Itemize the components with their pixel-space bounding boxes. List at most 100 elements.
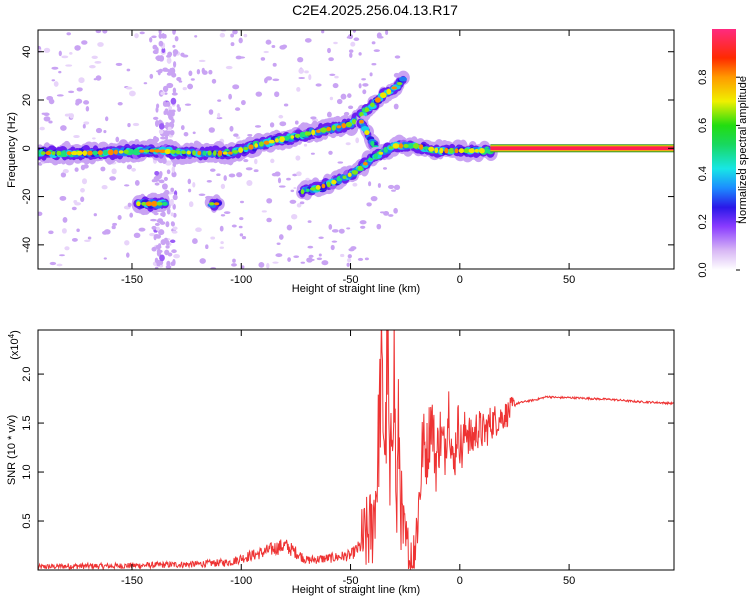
noise-speckle	[59, 195, 67, 201]
noise-speckle	[46, 96, 54, 101]
lower-branch	[484, 148, 490, 154]
snr-x-label: Height of straight line (km)	[292, 584, 420, 596]
noise-speckle	[168, 105, 173, 111]
noise-speckle	[115, 62, 123, 66]
main-band	[345, 121, 353, 128]
lower-branch	[478, 148, 485, 154]
main-band	[87, 150, 93, 156]
noise-speckle	[229, 125, 234, 132]
lower-branch	[362, 161, 368, 166]
noise-speckle	[235, 55, 242, 60]
noise-speckle	[134, 179, 140, 186]
noise-speckle	[129, 212, 134, 218]
lower-branch	[403, 143, 409, 148]
noise-speckle	[143, 82, 148, 85]
noise-speckle	[97, 42, 104, 47]
noise-speckle	[85, 106, 90, 112]
noise-speckle	[272, 78, 280, 82]
noise-speckle	[232, 84, 240, 90]
noise-speckle	[151, 210, 157, 214]
spectrogram-heatmap	[38, 30, 674, 269]
lower-branch	[342, 175, 347, 180]
noise-speckle	[350, 41, 356, 47]
noise-speckle	[358, 52, 362, 56]
noise-speckle	[80, 164, 86, 171]
noise-speckle	[124, 240, 130, 246]
main-band	[97, 150, 103, 156]
noise-speckle	[331, 229, 339, 233]
upper-branch	[386, 88, 392, 95]
noise-speckle	[159, 254, 165, 262]
noise-speckle	[349, 52, 353, 58]
colorbar-tick-label: 0.0	[697, 262, 709, 277]
noise-speckle	[270, 158, 275, 164]
noise-speckle	[346, 262, 350, 267]
noise-speckle	[327, 47, 331, 54]
snr-x-ticks: -150 -100 -50 0 50	[121, 330, 575, 587]
noise-speckle	[183, 131, 189, 137]
main-band	[304, 131, 312, 136]
main-band	[202, 150, 207, 156]
noise-speckle	[92, 137, 96, 140]
noise-speckle	[236, 172, 243, 178]
upper-branch	[396, 81, 403, 86]
noise-speckle	[243, 33, 248, 38]
flat-line-core	[490, 146, 674, 151]
noise-speckle	[357, 257, 364, 261]
noise-speckle	[80, 196, 85, 203]
noise-speckle	[94, 61, 102, 64]
main-band	[128, 148, 134, 155]
noise-speckle	[127, 123, 131, 128]
main-band	[71, 150, 78, 156]
noise-speckle	[81, 40, 88, 45]
main-band	[197, 150, 202, 156]
main-band	[238, 147, 244, 153]
noise-speckle	[346, 227, 351, 230]
noise-speckle	[364, 257, 369, 261]
noise-speckle	[294, 120, 299, 125]
noise-speckle	[39, 126, 45, 131]
noise-speckle	[158, 243, 162, 247]
lower-branch	[305, 188, 310, 193]
noise-speckle	[83, 121, 90, 125]
noise-speckle	[377, 36, 384, 39]
noise-speckle	[176, 77, 182, 82]
noise-speckle	[278, 185, 286, 188]
main-band	[274, 138, 279, 143]
noise-speckle	[109, 176, 116, 181]
main-band	[76, 150, 83, 156]
noise-speckle	[74, 45, 81, 51]
noise-speckle	[303, 143, 308, 147]
noise-speckle	[170, 187, 175, 193]
spectrogram-panel: -150 -100 -50 0 50 -40 -20 0 20 40 Height of str…	[6, 29, 675, 295]
noise-speckle	[393, 103, 399, 110]
noise-speckle	[246, 180, 253, 186]
main-band	[232, 150, 239, 154]
noise-speckle	[158, 33, 163, 39]
noise-speckle	[336, 98, 343, 105]
noise-speckle	[391, 189, 396, 192]
lower-branch	[422, 146, 430, 150]
noise-speckle	[228, 93, 232, 100]
noise-speckle	[382, 167, 388, 170]
noise-speckle	[155, 56, 160, 60]
lower-branch	[463, 148, 470, 154]
noise-speckle	[211, 78, 217, 84]
noise-speckle	[328, 57, 334, 62]
lower-branch	[331, 179, 337, 185]
lower-branch	[347, 172, 352, 177]
noise-speckle	[176, 104, 180, 109]
noise-speckle	[260, 57, 266, 61]
main-band	[123, 149, 129, 154]
noise-speckle	[169, 67, 173, 75]
noise-speckle	[95, 75, 102, 81]
noise-speckle	[210, 168, 216, 172]
noise-speckle	[231, 263, 237, 267]
noise-speckle	[171, 171, 177, 178]
noise-speckle	[310, 116, 317, 120]
noise-speckle	[171, 230, 178, 234]
noise-speckle	[239, 200, 245, 204]
lower-branch	[412, 142, 420, 149]
noise-speckle	[78, 77, 85, 84]
noise-speckle	[82, 124, 86, 129]
